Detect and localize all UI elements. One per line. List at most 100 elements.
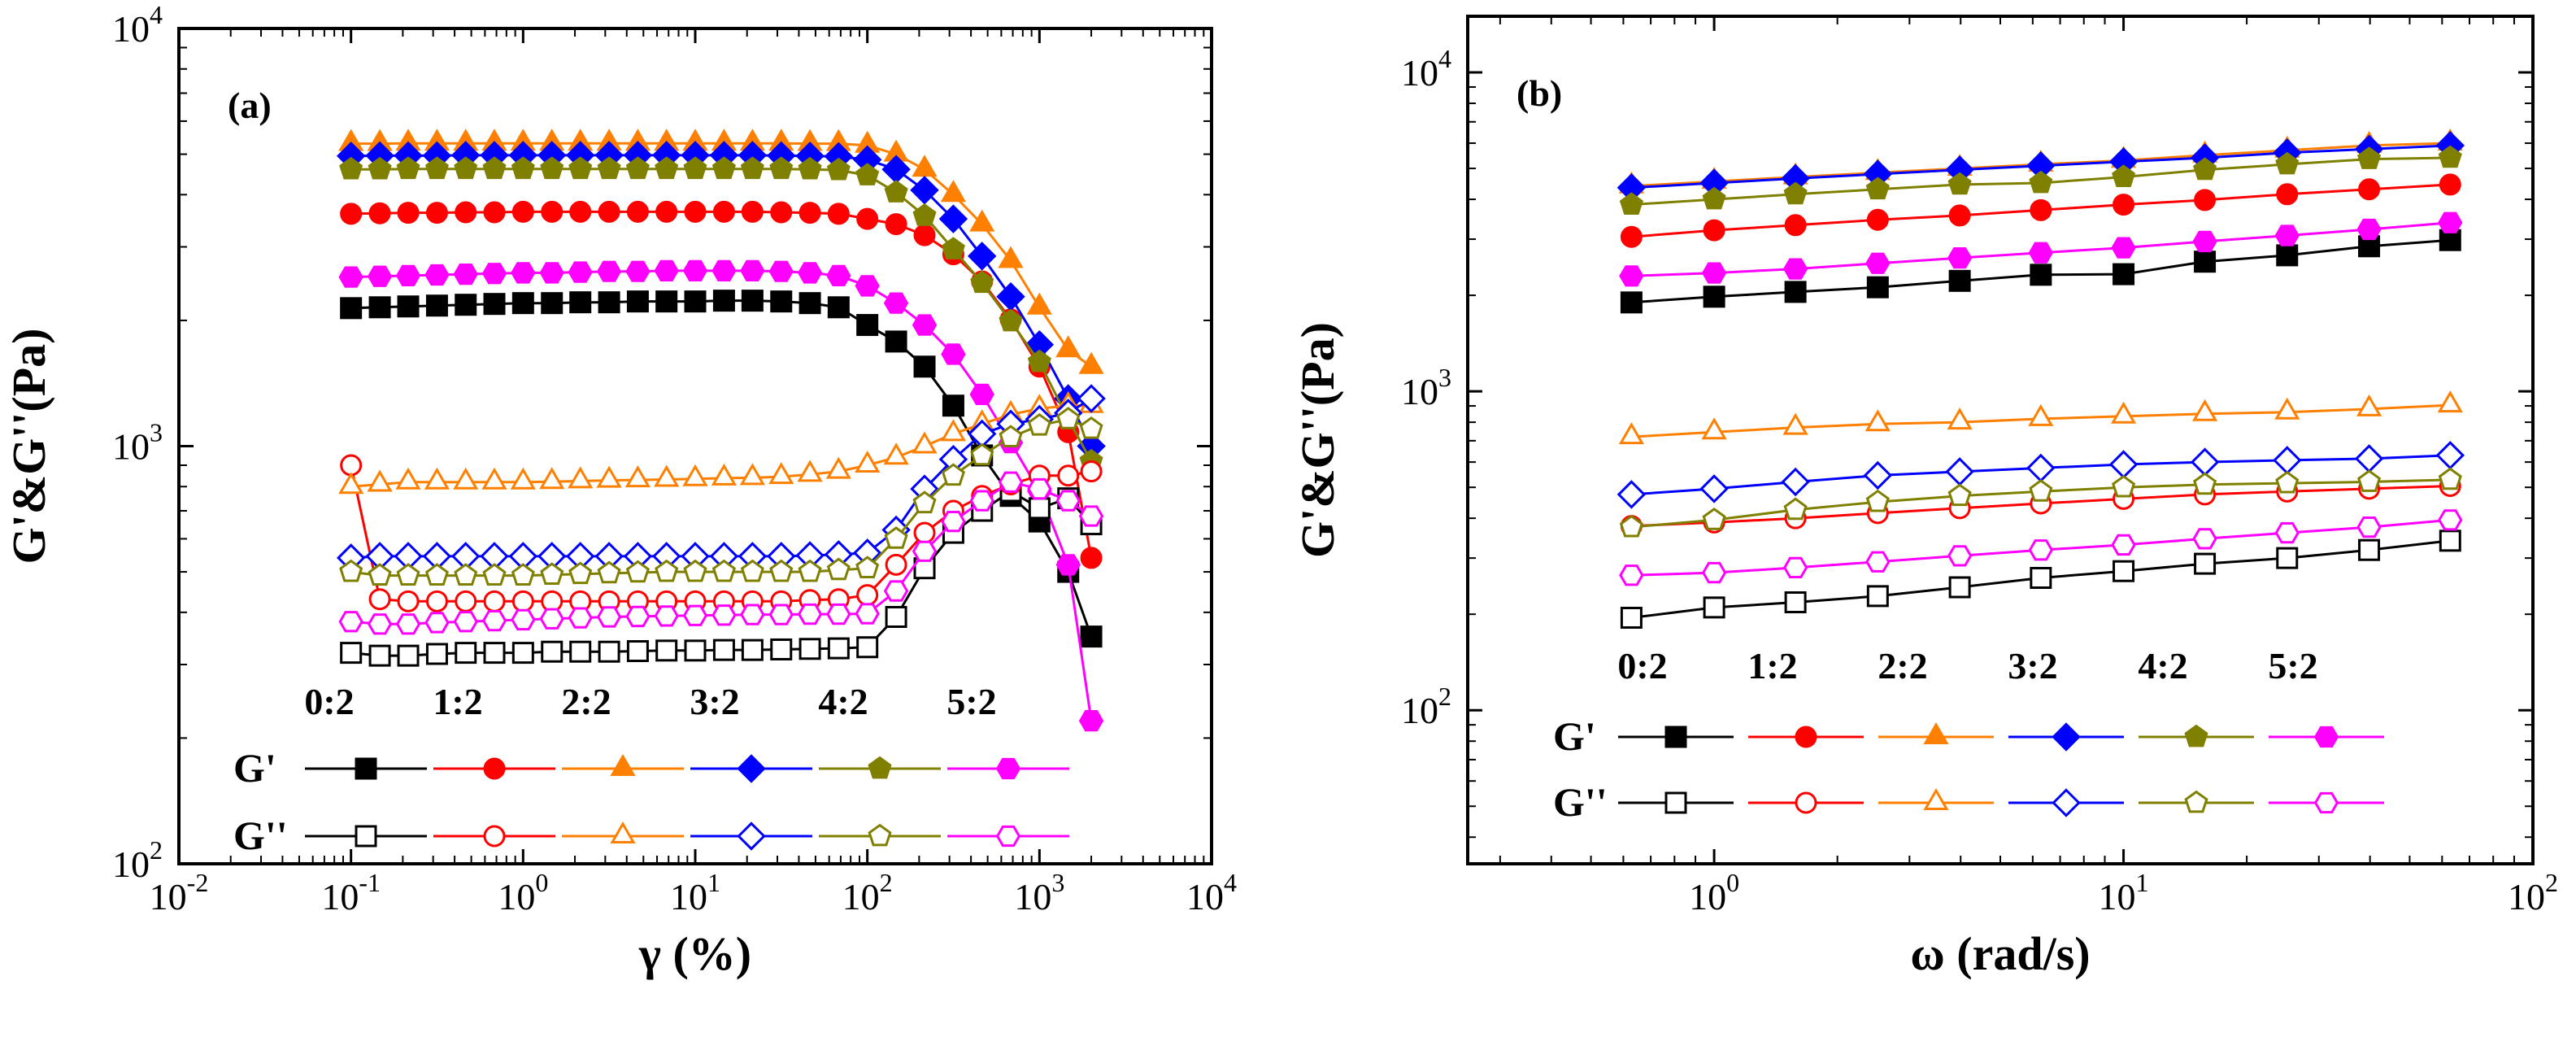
data-point	[768, 260, 794, 282]
x-tick-label-base: 10	[150, 876, 187, 917]
series-loss-3-2	[336, 384, 1106, 573]
legend-marker	[2052, 788, 2081, 817]
data-point	[425, 590, 448, 612]
data-point	[682, 259, 708, 281]
series-loss-2-2	[1618, 390, 2463, 445]
data-point	[938, 204, 968, 233]
data-point	[941, 511, 966, 533]
data-point	[569, 200, 592, 223]
data-point	[1866, 585, 1889, 608]
x-tick-label-base: 10	[321, 876, 359, 917]
data-point	[739, 463, 765, 486]
data-point	[2275, 470, 2300, 494]
data-point	[654, 605, 679, 627]
data-point	[338, 472, 364, 495]
data-point	[1865, 409, 1891, 432]
data-point	[2029, 479, 2053, 502]
x-tick-label-exponent: -1	[359, 868, 381, 897]
data-point	[741, 290, 764, 312]
data-point	[1055, 490, 1081, 512]
data-point	[1784, 591, 1807, 614]
data-point	[1947, 407, 1973, 430]
data-point	[598, 291, 620, 314]
data-point	[940, 180, 966, 203]
data-point	[2438, 509, 2463, 531]
data-point	[827, 203, 850, 225]
data-point	[655, 156, 679, 180]
x-tick-label-base: 10	[842, 876, 880, 917]
data-point	[740, 559, 764, 582]
data-point	[455, 642, 477, 665]
x-tick-label-exponent: 2	[880, 868, 893, 897]
series-loss-3-2	[1617, 441, 2465, 509]
legend-marker	[737, 754, 766, 783]
data-point	[885, 553, 907, 576]
data-point	[940, 419, 966, 442]
data-point	[2113, 263, 2135, 285]
data-point	[511, 590, 534, 612]
data-point	[568, 156, 593, 180]
data-point	[397, 590, 420, 612]
data-point	[797, 460, 823, 482]
data-point	[455, 590, 477, 612]
data-point	[998, 471, 1024, 493]
data-point	[1055, 554, 1081, 576]
legend-marker	[610, 821, 636, 843]
data-point	[596, 465, 622, 488]
legend: 0:2 1:2 2:2 3:2 4:2 5:2 G' G''	[233, 681, 1069, 858]
data-point	[625, 260, 651, 282]
series-storage-2-2	[338, 129, 1104, 374]
data-point	[2356, 218, 2382, 241]
data-point	[424, 467, 450, 490]
data-point	[625, 560, 650, 583]
data-point	[1865, 176, 1890, 200]
data-point	[511, 200, 534, 223]
data-point	[2438, 467, 2462, 490]
data-point	[1619, 192, 1643, 215]
data-point	[2193, 472, 2217, 495]
data-point	[2028, 403, 2054, 426]
data-point	[2435, 441, 2465, 470]
legend-marker	[2184, 724, 2208, 747]
data-point	[883, 442, 909, 465]
data-point	[1781, 467, 1810, 497]
data-point	[367, 469, 393, 492]
data-point	[970, 270, 994, 294]
data-point	[1863, 460, 1893, 490]
x-tick-label: 100	[498, 868, 548, 917]
data-point	[684, 290, 707, 313]
data-point	[482, 563, 507, 586]
data-point	[1702, 186, 1726, 210]
y-tick-label-exponent: 3	[1438, 363, 1451, 392]
data-point	[883, 292, 909, 314]
x-tick-label-exponent: 0	[535, 868, 548, 897]
data-point	[712, 200, 735, 223]
data-point	[2194, 552, 2217, 575]
data-point	[942, 394, 964, 417]
series-storage-4-2	[1619, 145, 2462, 215]
series-loss-4-2	[1619, 467, 2462, 538]
data-point	[483, 293, 506, 316]
data-point	[2111, 401, 2137, 424]
data-point	[424, 156, 449, 180]
data-point	[338, 611, 363, 633]
data-point	[797, 603, 823, 625]
legend-ratio-label: 4:2	[818, 681, 868, 722]
data-point	[1055, 335, 1081, 358]
data-point	[1782, 258, 1808, 280]
data-point	[2026, 453, 2056, 483]
x-tick-label: 102	[2508, 868, 2558, 917]
data-point	[655, 290, 678, 313]
legend-marker	[1923, 722, 1949, 744]
data-point	[798, 156, 822, 180]
data-point	[2194, 189, 2217, 211]
data-point	[424, 563, 449, 586]
data-point	[885, 330, 907, 353]
data-point	[1027, 477, 1052, 500]
y-tick-label-base: 10	[1401, 371, 1438, 412]
data-point	[481, 467, 507, 490]
x-tick-label-base: 10	[670, 876, 707, 917]
data-point	[1078, 351, 1104, 374]
legend-ratio-label: 3:2	[2008, 645, 2057, 686]
y-tick-label-base: 10	[1401, 690, 1438, 731]
